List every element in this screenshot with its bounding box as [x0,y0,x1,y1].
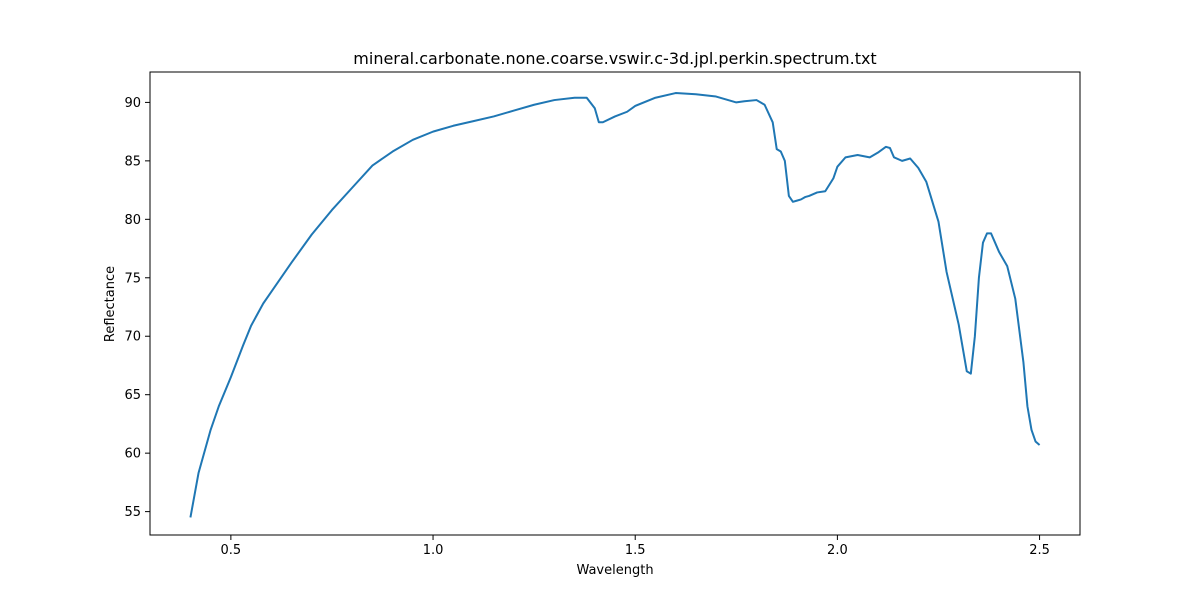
x-tick-label: 0.5 [221,543,242,558]
y-tick-label: 55 [124,505,141,520]
chart-title: mineral.carbonate.none.coarse.vswir.c-3d… [353,49,876,68]
y-tick-label: 65 [124,388,141,403]
y-tick-label: 85 [124,154,141,169]
x-axis-ticks: 0.5 1.0 1.5 2.0 2.5 [221,535,1050,558]
x-tick-label: 1.0 [423,543,444,558]
series-line-group [189,92,1041,518]
y-tick-label: 75 [124,271,141,286]
y-axis-label: Reflectance [103,266,118,342]
y-axis-ticks: 55 60 65 70 75 80 85 90 [124,96,150,520]
series-line-0 [189,92,1041,518]
x-tick-label: 2.5 [1029,543,1050,558]
plot-area-frame [149,71,1081,536]
y-tick-label: 90 [124,96,141,111]
y-tick-label: 60 [124,447,141,462]
x-axis-label: Wavelength [576,563,653,578]
y-tick-label: 70 [124,330,141,345]
x-tick-label: 2.0 [827,543,848,558]
y-tick-label: 80 [124,213,141,228]
x-tick-label: 1.5 [625,543,646,558]
